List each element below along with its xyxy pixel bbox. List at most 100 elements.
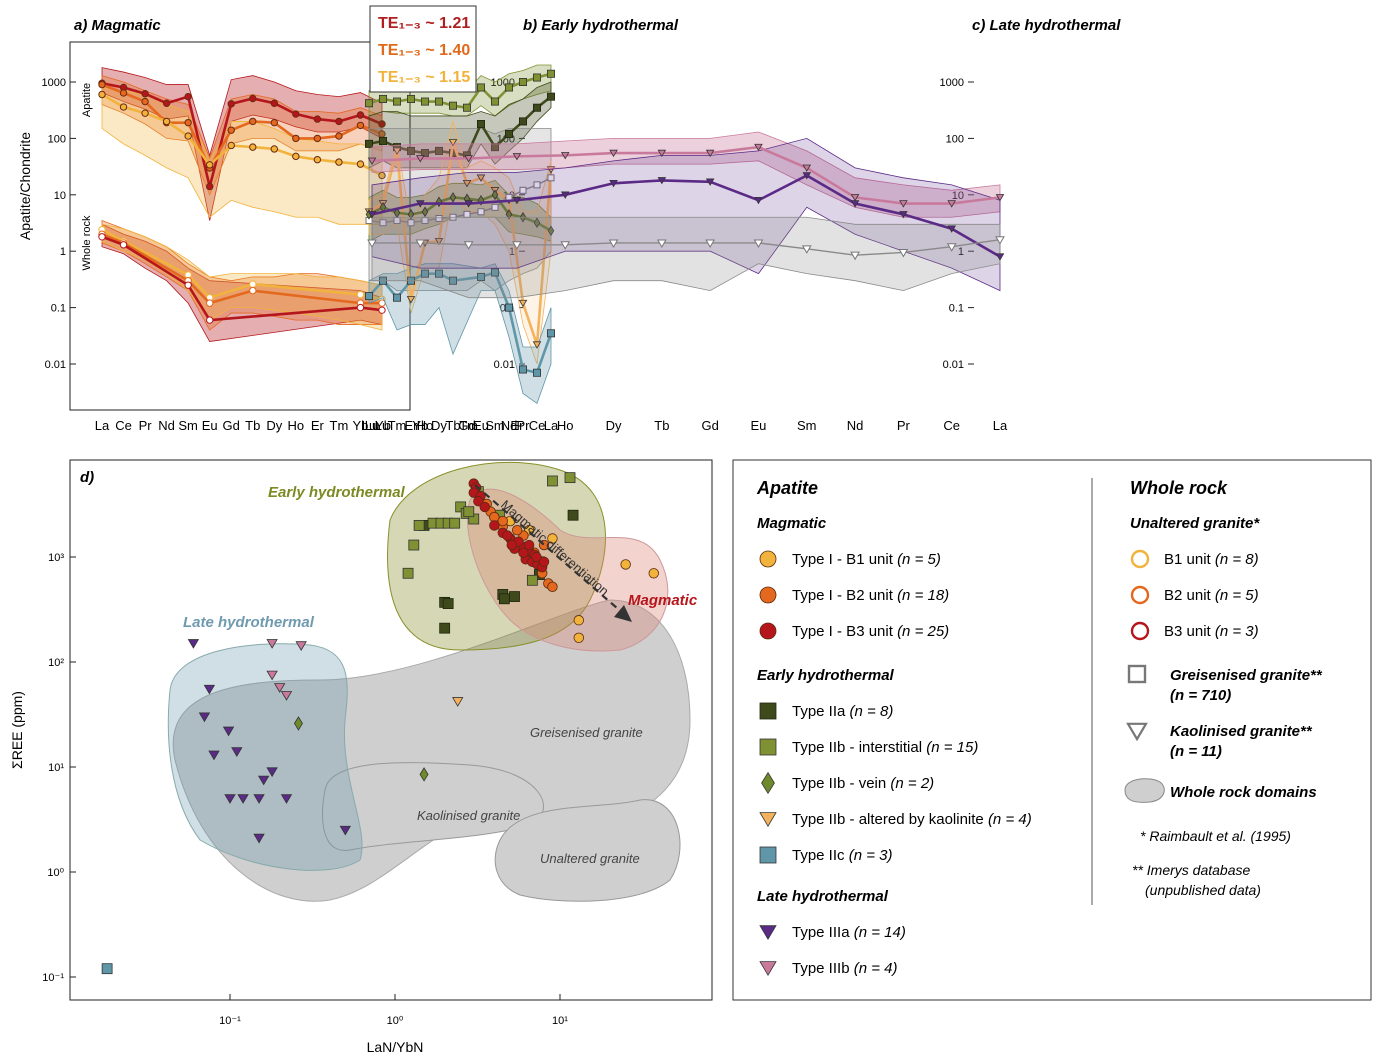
scatter-point [502, 530, 513, 541]
data-point [420, 269, 429, 278]
data-point [364, 139, 373, 148]
data-point [519, 78, 528, 87]
data-point [435, 215, 443, 223]
data-point [434, 269, 443, 278]
data-point [490, 268, 499, 277]
y-tick-label: 0.01 [943, 359, 964, 371]
data-point [335, 117, 343, 126]
data-point [547, 174, 555, 182]
legend-item-text: Type I - B3 unit [792, 623, 897, 640]
data-point [392, 97, 401, 106]
data-point [547, 69, 556, 78]
data-point [434, 237, 444, 246]
scatter-point [449, 517, 461, 529]
x-tick-label: Nd [501, 418, 518, 433]
data-point [490, 97, 499, 106]
legend-unaltered-title: Unaltered granite* [1130, 515, 1260, 532]
data-point [416, 155, 425, 163]
scatter-point [224, 794, 236, 804]
data-point [98, 233, 106, 241]
data-point [205, 299, 214, 307]
te-label: TE₁₋₃ ~ 1.21 [378, 15, 470, 32]
data-point [406, 296, 416, 304]
data-point [249, 94, 257, 103]
data-point [407, 209, 415, 220]
data-point [292, 134, 300, 143]
x-tick-label: Ho [288, 418, 305, 433]
scatter-point [253, 794, 265, 804]
x-tick-label: Ce [529, 418, 546, 433]
scatter-point [187, 639, 200, 649]
legend-item: Type I - B2 unit (n = 18) [759, 586, 949, 604]
y-tick-label: 1000 [940, 77, 964, 89]
scatter-point [266, 639, 278, 649]
x-tick-label: Dy [606, 418, 622, 433]
data-point [533, 73, 542, 82]
data-point [141, 109, 149, 117]
data-point [448, 101, 457, 110]
y-tick-label: 10 [54, 190, 66, 202]
y-tick-label: 10² [48, 657, 64, 669]
data-point [608, 239, 619, 248]
legend-early-title: Early hydrothermal [757, 667, 895, 684]
x-tick-label: Tm [459, 418, 478, 433]
data-point [227, 126, 235, 134]
data-point [98, 90, 106, 99]
scatter-point [523, 539, 535, 551]
legend-item-count: (n = 5) [1215, 587, 1259, 604]
x-tick-label: 10⁰ [387, 1015, 404, 1027]
scatter-point [573, 632, 585, 644]
data-point [406, 94, 415, 103]
legend-item: Type IIa (n = 8) [759, 702, 893, 720]
data-point [367, 211, 377, 219]
x-tick-label: La [95, 418, 110, 433]
legend-item-text: B3 unit [1164, 623, 1215, 640]
scatter-point [547, 475, 558, 487]
legend-item-label: Type IIIa (n = 14) [792, 924, 906, 941]
legend-item-count: (n = 5) [897, 551, 941, 568]
y-tick-label: 1000 [42, 77, 66, 89]
x-tick-label: Pr [897, 418, 911, 433]
x-tick-label: Sm [797, 418, 817, 433]
data-point [227, 100, 235, 108]
scatter-point [257, 775, 270, 786]
scatter-point [419, 767, 429, 782]
legend-item-label: B2 unit (n = 5) [1164, 587, 1259, 604]
data-point [609, 149, 618, 158]
scatter-point [473, 495, 484, 507]
scatter-point [231, 747, 243, 757]
data-point [898, 248, 909, 258]
x-tick-label: Lu [365, 418, 379, 433]
data-point [119, 103, 128, 111]
scatter-panel: d) Early hydrothermal Late hydrothermal Mag… [9, 459, 713, 1055]
x-tick-label: Yb [375, 418, 391, 433]
data-point [995, 194, 1005, 202]
scatter-point [295, 641, 307, 651]
x-tick-label: Eu [751, 418, 767, 433]
scatter-point [479, 501, 490, 513]
data-point [705, 149, 715, 158]
data-point [205, 182, 214, 191]
scatter-point [573, 615, 585, 626]
data-point [476, 174, 486, 182]
data-point [378, 171, 386, 180]
x-tick-label: Dy [266, 418, 282, 433]
data-point [420, 149, 429, 158]
data-point [477, 208, 485, 216]
legend-greisen-count: (n = 710) [1170, 687, 1231, 704]
ree-panel-2: b) Early hydrothermalLaCePrNdSmEuGdTbDyH… [362, 17, 679, 433]
late-hydrothermal-domain [167, 643, 363, 871]
legend-item-label: B1 unit (n = 8) [1164, 551, 1259, 568]
scatter-point [489, 520, 500, 531]
data-point [476, 83, 485, 92]
scatter-point [439, 622, 451, 634]
legend-kaolin-label: Kaolinised granite** [1170, 723, 1313, 740]
data-point [512, 153, 522, 161]
y-tick-label: 1 [60, 246, 66, 258]
data-point [560, 241, 571, 250]
scatter-point [413, 519, 425, 531]
scatter-point [463, 506, 475, 518]
data-point [119, 89, 128, 97]
